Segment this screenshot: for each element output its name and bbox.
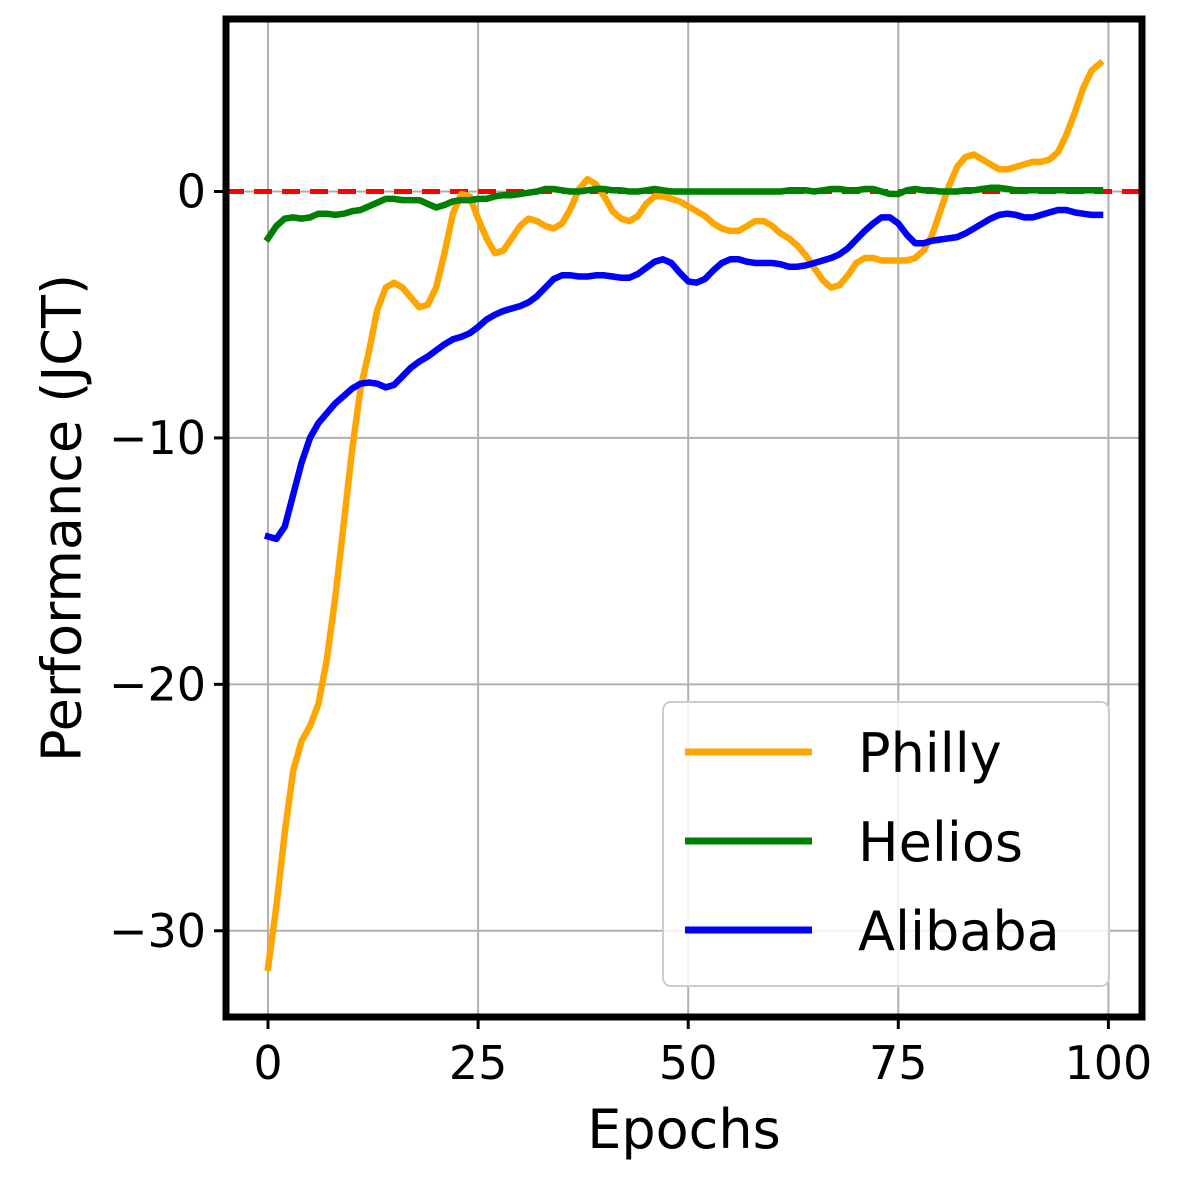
x-tick-label: 25 (449, 1036, 508, 1090)
legend-label-alibaba: Alibaba (858, 900, 1060, 963)
series-line-helios (263, 184, 1104, 243)
legend-label-philly: Philly (858, 722, 1002, 785)
y-axis-ticks: 0 −10 −20 −30 (109, 164, 226, 958)
x-tick-label: 75 (869, 1036, 928, 1090)
y-tick-label: −30 (109, 904, 206, 958)
x-tick-label: 100 (1064, 1036, 1152, 1090)
y-tick-label: −20 (109, 657, 206, 711)
legend-box (662, 701, 1110, 987)
x-axis-title: Epochs (587, 1098, 780, 1161)
plot-frame (222, 15, 1146, 1021)
x-tick-label: 0 (253, 1036, 282, 1090)
y-tick-label: −10 (109, 411, 206, 465)
legend: Philly Helios Alibaba (662, 701, 1110, 987)
legend-label-helios: Helios (858, 811, 1023, 874)
y-axis-title: Performance (JCT) (31, 274, 94, 762)
x-tick-label: 50 (659, 1036, 718, 1090)
x-axis-ticks: 0 25 50 75 100 (253, 1017, 1152, 1090)
series-layer (263, 58, 1105, 972)
series-line-alibaba (263, 206, 1104, 543)
y-tick-label: 0 (177, 164, 206, 218)
series-line-philly (264, 58, 1105, 972)
